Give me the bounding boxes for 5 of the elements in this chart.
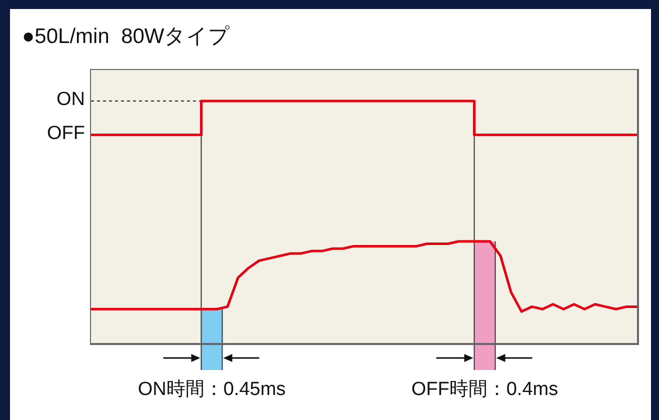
text: ON時間：0.45ms xyxy=(138,379,286,400)
text: ON xyxy=(56,88,85,111)
chart-title: ●50L/min 80Wタイプ xyxy=(22,24,230,50)
text: OFF時間：0.4ms xyxy=(411,379,558,400)
text: OFF xyxy=(47,122,85,145)
